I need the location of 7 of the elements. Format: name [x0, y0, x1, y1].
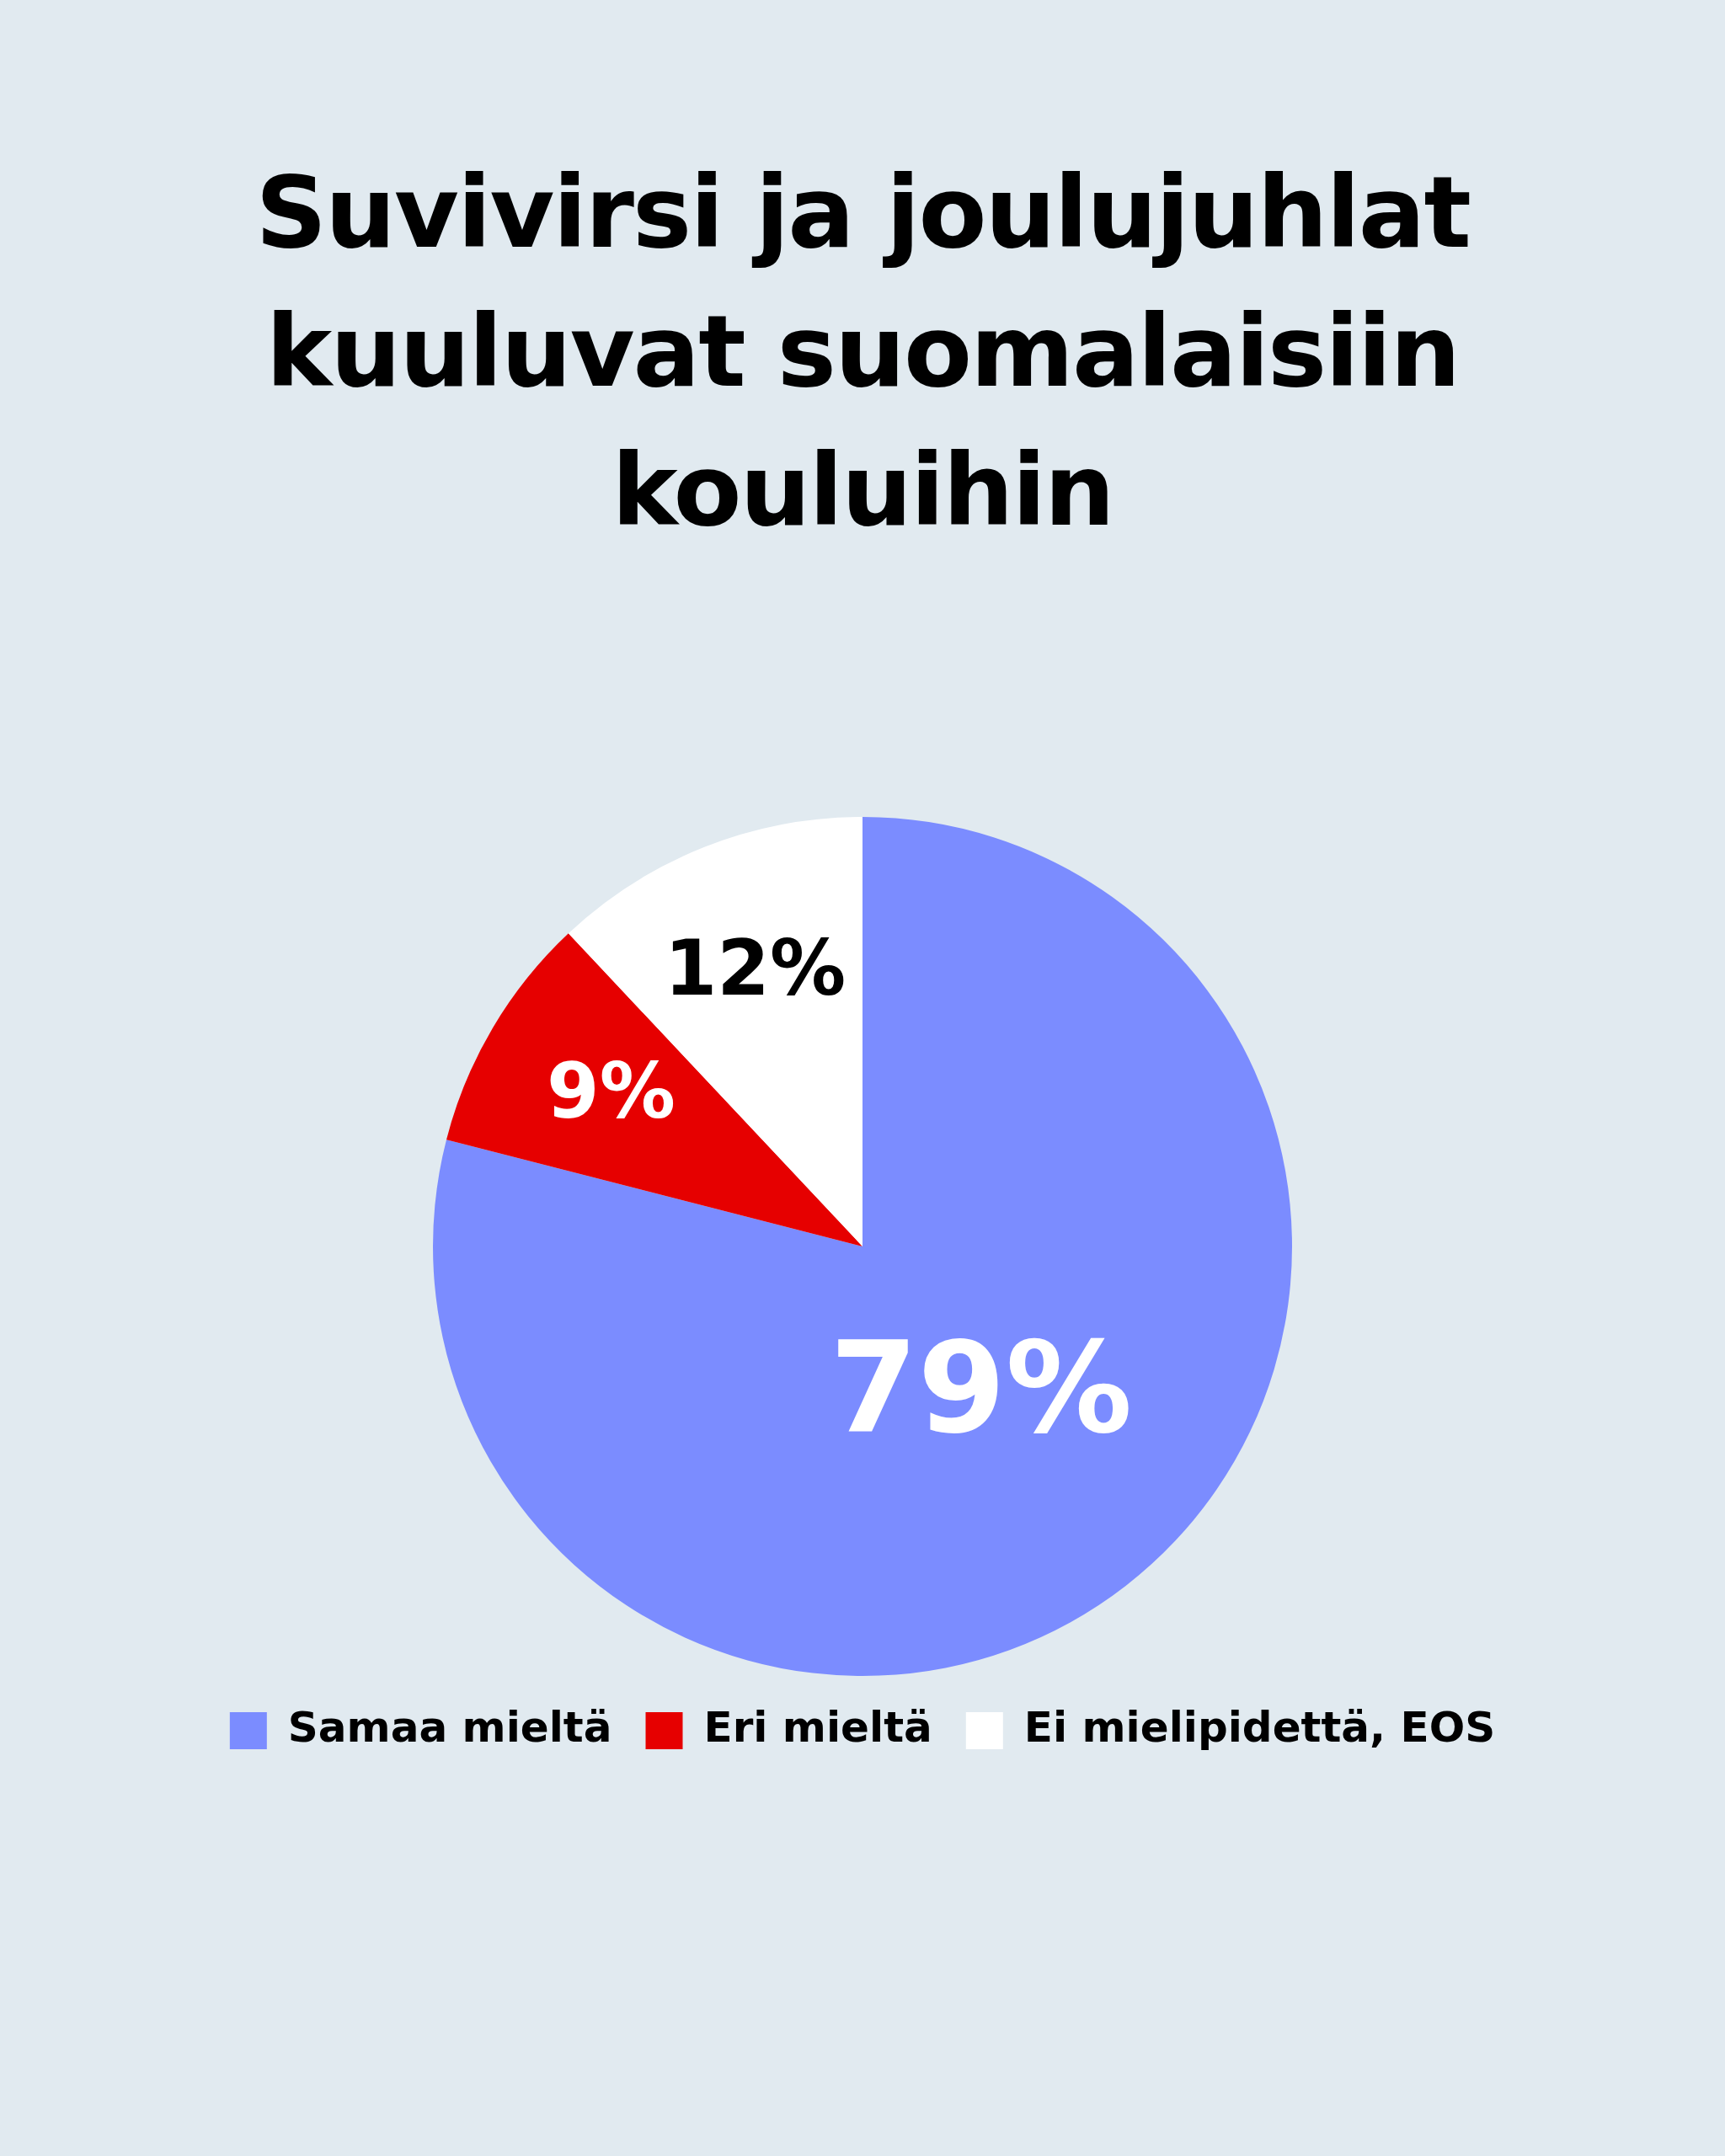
data-label: 9% — [547, 1046, 676, 1135]
legend-label: Samaa mieltä — [287, 1702, 612, 1752]
data-label: 12% — [664, 923, 846, 1012]
data-label: 79% — [830, 1315, 1133, 1462]
chart-title: Suvivirsi ja joulujuhlat kuuluvat suomalaisiin kouluihin — [254, 153, 1471, 550]
legend-label: Eri mieltä — [703, 1702, 932, 1752]
legend-label: Ei mielipidettä, EOS — [1023, 1702, 1496, 1752]
